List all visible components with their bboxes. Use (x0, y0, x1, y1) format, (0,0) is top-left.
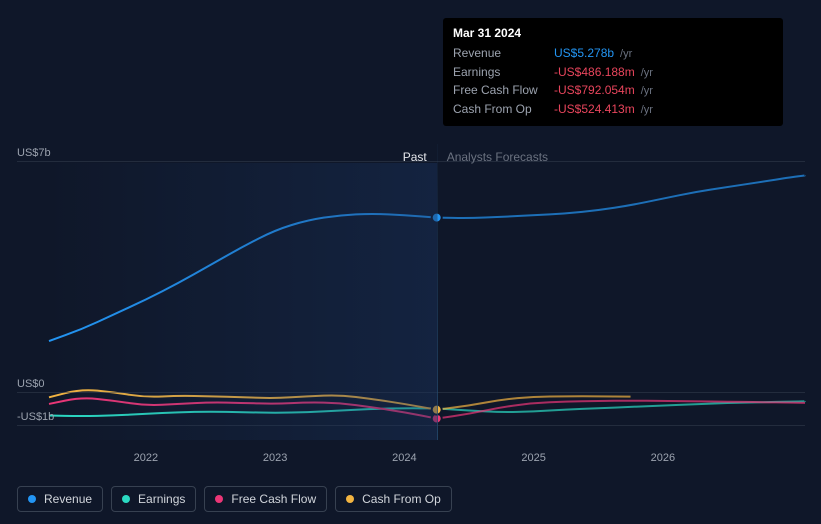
tooltip-row-label: Cash From Op (453, 100, 548, 118)
legend-label: Revenue (44, 492, 92, 506)
legend-item-revenue[interactable]: Revenue (17, 486, 103, 512)
x-axis-label: 2025 (521, 452, 545, 464)
gridline (17, 425, 805, 426)
marker-revenue (432, 213, 442, 223)
tooltip-row-label: Free Cash Flow (453, 81, 548, 99)
tooltip-row: Free Cash Flow -US$792.054m/yr (453, 81, 773, 100)
x-axis-label: 2026 (651, 452, 675, 464)
tooltip-row: Revenue US$5.278b/yr (453, 44, 773, 63)
tooltip-row: Cash From Op -US$524.413m/yr (453, 100, 773, 119)
legend-dot (122, 495, 130, 503)
tooltip-row-unit: /yr (641, 102, 653, 119)
tooltip-row: Earnings -US$486.188m/yr (453, 63, 773, 82)
marker-cfo (432, 405, 442, 415)
tooltip-row-label: Revenue (453, 44, 548, 62)
legend-item-earnings[interactable]: Earnings (111, 486, 196, 512)
legend-label: Cash From Op (362, 492, 441, 506)
series-revenue (437, 175, 805, 218)
legend-label: Earnings (138, 492, 185, 506)
tooltip-row-unit: /yr (620, 46, 632, 63)
tooltip-row-unit: /yr (641, 65, 653, 82)
tooltip-row-value: -US$524.413m (554, 100, 635, 118)
gridline (17, 392, 805, 393)
x-axis-label: 2023 (263, 452, 287, 464)
legend-item-fcf[interactable]: Free Cash Flow (204, 486, 327, 512)
legend-dot (28, 495, 36, 503)
legend-label: Free Cash Flow (231, 492, 316, 506)
tooltip-row-value: -US$792.054m (554, 81, 635, 99)
series-earnings (49, 408, 437, 416)
legend-dot (215, 495, 223, 503)
past-label: Past (403, 150, 427, 164)
legend: Revenue Earnings Free Cash Flow Cash From O… (17, 486, 452, 512)
legend-item-cfo[interactable]: Cash From Op (335, 486, 452, 512)
y-axis-label: US$0 (17, 378, 45, 390)
x-axis-label: 2022 (134, 452, 158, 464)
tooltip-row-value: -US$486.188m (554, 63, 635, 81)
y-axis-label: US$7b (17, 147, 51, 159)
series-revenue (49, 214, 437, 341)
x-axis-label: 2024 (392, 452, 416, 464)
future-label: Analysts Forecasts (447, 150, 548, 164)
tooltip-rows: RevenueUS$5.278b/yrEarnings-US$486.188m/… (453, 44, 773, 118)
legend-dot (346, 495, 354, 503)
tooltip-row-label: Earnings (453, 63, 548, 81)
chart-tooltip: Mar 31 2024 RevenueUS$5.278b/yrEarnings-… (443, 18, 783, 126)
tooltip-row-unit: /yr (641, 83, 653, 100)
tooltip-row-value: US$5.278b (554, 44, 614, 62)
y-axis-label: -US$1b (17, 411, 54, 423)
tooltip-date: Mar 31 2024 (453, 26, 773, 40)
